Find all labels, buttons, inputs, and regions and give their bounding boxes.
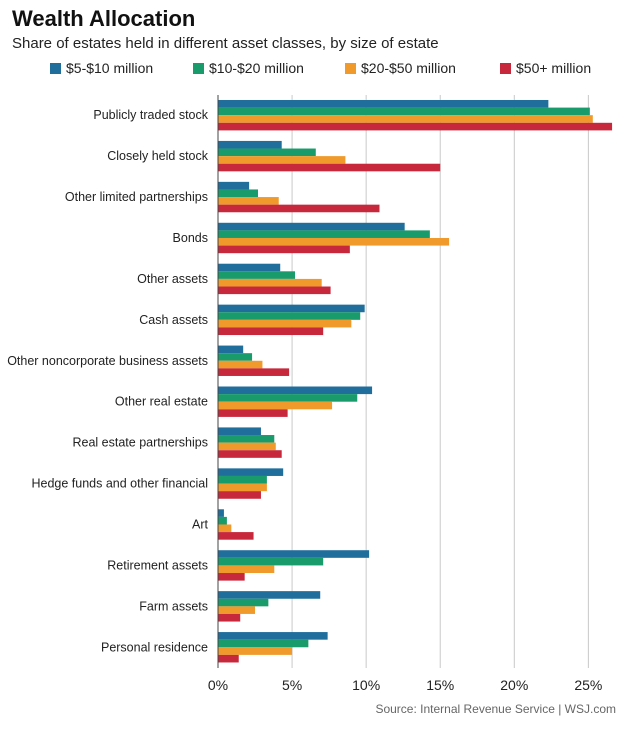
category-label: Art [192,517,209,531]
legend-item: $50+ million [500,60,591,76]
bar [218,475,267,484]
bar [218,613,241,622]
bar [218,491,261,499]
bar [218,654,239,663]
bar [218,401,333,410]
chart-subtitle: Share of estates held in different asset… [12,35,439,52]
bar [218,345,244,354]
bar [218,573,245,581]
bar [218,327,324,336]
bar [218,245,350,254]
bar [218,319,352,328]
tick-label: 10% [352,677,380,693]
legend-item: $5-$10 million [50,60,153,76]
bar [218,278,322,287]
bar [218,509,224,517]
bar [218,565,275,574]
bar [218,394,358,402]
bar [218,632,328,640]
bar [218,435,275,443]
category-label: Farm assets [139,599,208,613]
bar [218,312,361,320]
category-label: Publicly traded stock [93,108,208,122]
bar [218,107,590,116]
bar [218,156,346,164]
category-label: Closely held stock [107,149,208,163]
category-label: Retirement assets [107,558,208,572]
bar [218,647,293,655]
bar [218,204,380,213]
tick-label: 15% [426,677,454,693]
category-label: Cash assets [139,313,208,327]
bar [218,353,253,361]
legend-label: $50+ million [516,60,592,76]
category-label: Personal residence [101,640,208,654]
bar [218,409,288,417]
bar [218,222,405,231]
category-label: Other noncorporate business assets [7,354,208,368]
legend-label: $5-$10 million [66,60,154,76]
bar [218,100,549,108]
bar [218,427,261,436]
legend-label: $10-$20 million [209,60,304,76]
bar [218,516,227,525]
legend-item: $10-$20 million [193,60,304,76]
bar [218,237,450,246]
legend-swatch [345,62,356,74]
bar [218,557,324,566]
bar [218,386,373,395]
bar [218,181,250,190]
bar [218,468,284,476]
chart-title: Wealth Allocation [12,6,196,31]
bar [218,483,267,492]
category-label: Bonds [173,231,208,245]
tick-label: 25% [574,677,602,693]
bar [218,115,593,123]
category-label: Real estate partnerships [73,436,209,450]
legend-label: $20-$50 million [361,60,456,76]
source-note: Source: Internal Revenue Service | WSJ.c… [375,702,616,716]
bar [218,140,282,149]
bar [218,263,281,272]
bar [218,304,365,313]
category-label: Other assets [137,272,208,286]
category-label: Other limited partnerships [65,190,208,204]
legend-swatch [50,62,61,74]
bar [218,606,256,614]
bar [218,368,290,376]
bar [218,639,309,648]
bar [218,532,254,540]
category-label: Other real estate [115,395,208,409]
tick-label: 0% [208,677,228,693]
bar [218,450,282,458]
bar [218,286,331,295]
tick-label: 20% [500,677,528,693]
bar [218,163,441,172]
legend: $5-$10 million $10-$20 million $20-$50 m… [0,60,640,80]
bar [218,230,430,238]
category-label: Hedge funds and other financial [31,477,208,491]
bar [218,591,321,599]
tick-label: 5% [282,677,302,693]
bar [218,122,613,131]
bar [218,197,279,205]
bar [218,524,232,533]
bar [218,442,276,451]
bar [218,189,258,198]
bar [218,550,370,558]
legend-swatch [500,62,511,74]
bar [218,598,269,607]
bar [218,360,263,369]
bar [218,271,296,279]
legend-item: $20-$50 million [345,60,456,76]
legend-swatch [193,62,204,74]
bar [218,148,316,157]
